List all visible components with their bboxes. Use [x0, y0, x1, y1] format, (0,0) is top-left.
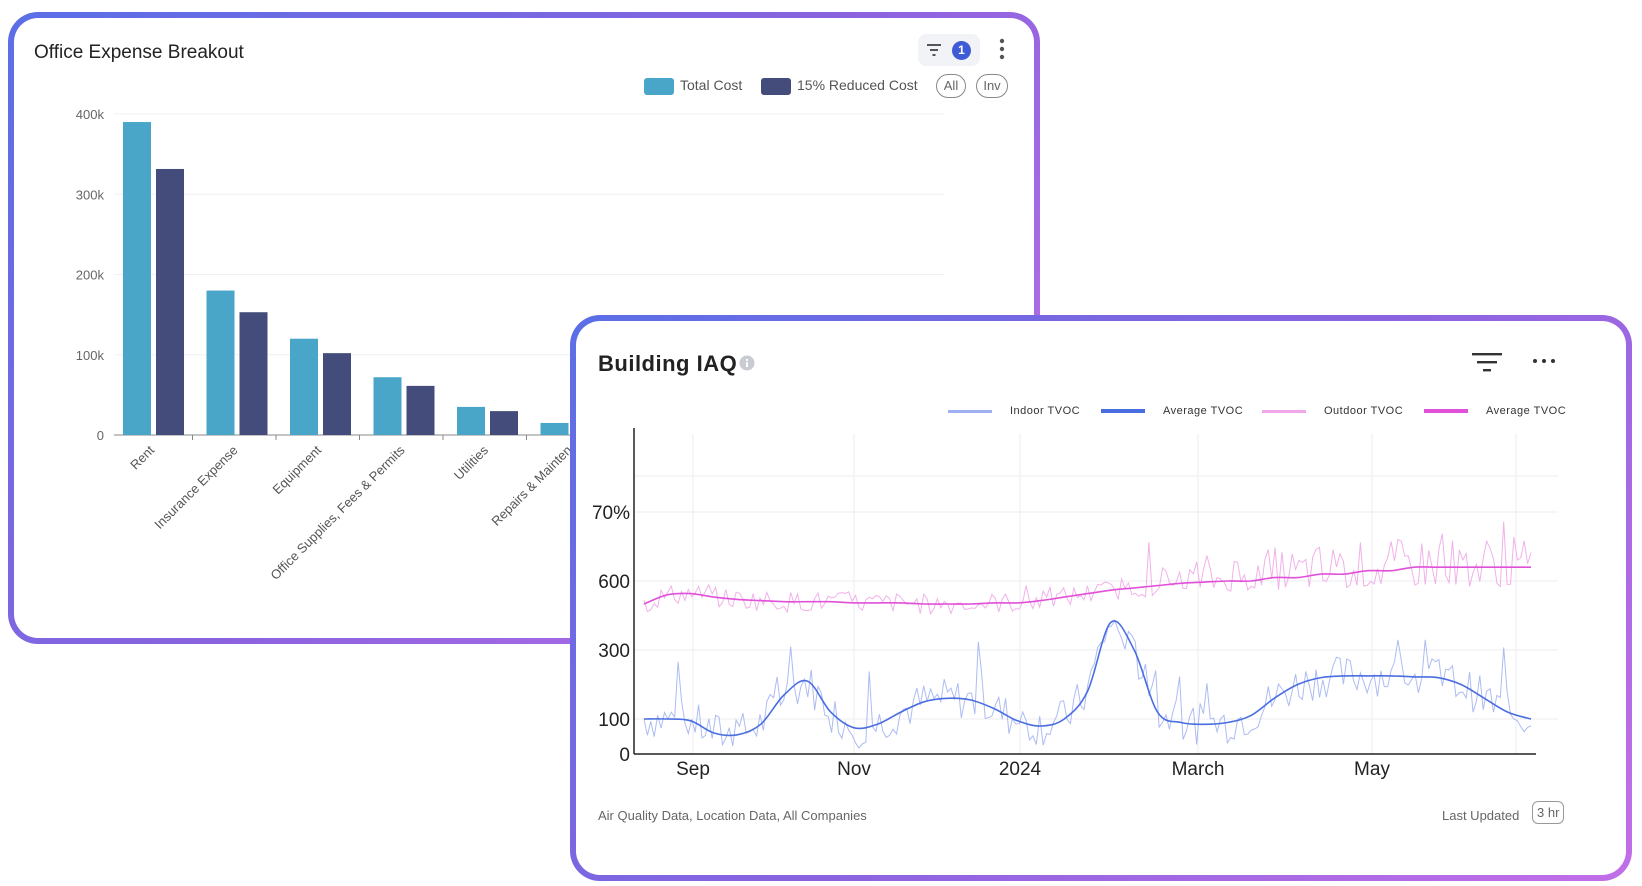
legend-label-outdoor-tvoc[interactable]: Outdoor TVOC — [1324, 405, 1404, 417]
y-tick-label: 300 — [598, 641, 630, 662]
legend-label-indoor-average[interactable]: Average TVOC — [1163, 405, 1244, 417]
more-vertical-icon[interactable] — [998, 38, 1006, 62]
bar-total-cost — [540, 422, 569, 435]
bar-reduced-cost — [323, 353, 351, 435]
y-tick-label: 0 — [619, 745, 630, 766]
legend-all-chip[interactable]: All — [936, 74, 966, 98]
legend-label-reduced-cost[interactable]: 15% Reduced Cost — [797, 77, 918, 93]
indoor-tvoc-line — [643, 619, 1532, 749]
building-iaq-card-body: Building IAQ Indoor TVOC Average TVOC Ou… — [576, 321, 1626, 875]
x-tick-label: Utilities — [451, 442, 492, 483]
x-tick-label: Insurance Expense — [151, 443, 240, 532]
building-iaq-card: Building IAQ Indoor TVOC Average TVOC Ou… — [570, 315, 1632, 881]
x-tick-label: Repairs & Mainten — [488, 443, 574, 529]
outdoor-tvoc-line — [643, 521, 1532, 616]
x-tick-label: May — [1354, 759, 1390, 780]
y-tick-label: 200k — [76, 268, 105, 283]
x-tick-label: Rent — [127, 442, 157, 472]
filter-icon[interactable] — [1472, 351, 1502, 373]
y-tick-label: 100 — [598, 710, 630, 731]
x-tick-label: Nov — [837, 759, 871, 780]
bar-reduced-cost — [156, 168, 184, 435]
y-tick-label: 0 — [97, 428, 104, 443]
bar-total-cost — [457, 406, 485, 435]
filter-button[interactable]: 1 — [918, 34, 980, 66]
y-tick-label: 600 — [598, 572, 630, 593]
bar-reduced-cost — [490, 411, 518, 435]
y-tick-label: 100k — [76, 348, 105, 363]
filter-count-badge: 1 — [952, 41, 971, 60]
filter-icon — [927, 44, 941, 56]
data-source-label: Air Quality Data, Location Data, All Com… — [598, 808, 867, 823]
bar-total-cost — [373, 377, 402, 435]
legend-swatch-outdoor-average — [1424, 409, 1468, 413]
legend-swatch-outdoor-tvoc — [1262, 410, 1306, 413]
legend-label-indoor-tvoc[interactable]: Indoor TVOC — [1010, 405, 1081, 417]
legend-label-outdoor-average[interactable]: Average TVOC — [1486, 405, 1567, 417]
office-expense-title: Office Expense Breakout — [34, 42, 244, 63]
info-icon[interactable] — [739, 355, 755, 371]
bar-total-cost — [123, 122, 151, 436]
x-tick-label: 2024 — [999, 759, 1042, 780]
legend-inv-chip[interactable]: Inv — [976, 74, 1008, 98]
bar-reduced-cost — [239, 312, 268, 435]
x-tick-label: Equipment — [270, 442, 325, 497]
indoor-average-tvoc-line — [643, 620, 1532, 737]
bar-total-cost — [206, 290, 235, 435]
last-updated-label: Last Updated — [1442, 808, 1520, 823]
last-updated-value: 3 hr — [1532, 801, 1565, 824]
y-tick-label: 70% — [592, 503, 630, 524]
x-tick-label: March — [1172, 759, 1225, 780]
building-iaq-chart: 0 100 300 600 70% Sep Nov 2024 March May — [592, 428, 1558, 780]
legend-swatch-reduced-cost — [761, 78, 791, 95]
building-iaq-title: Building IAQ — [598, 351, 738, 376]
outdoor-average-tvoc-line — [643, 566, 1531, 605]
legend-swatch-indoor-average — [1101, 409, 1145, 413]
legend-swatch-total-cost — [644, 78, 674, 95]
legend-label-total-cost[interactable]: Total Cost — [680, 77, 743, 93]
x-tick-label: Sep — [676, 759, 710, 780]
more-horizontal-icon[interactable] — [1532, 357, 1556, 365]
legend-swatch-indoor-tvoc — [948, 410, 992, 413]
bar-reduced-cost — [406, 385, 435, 435]
y-tick-label: 300k — [76, 187, 105, 202]
y-tick-label: 400k — [76, 107, 105, 122]
x-tick-label: Office Supplies, Fees & Permits — [267, 442, 408, 583]
bar-total-cost — [290, 338, 318, 435]
